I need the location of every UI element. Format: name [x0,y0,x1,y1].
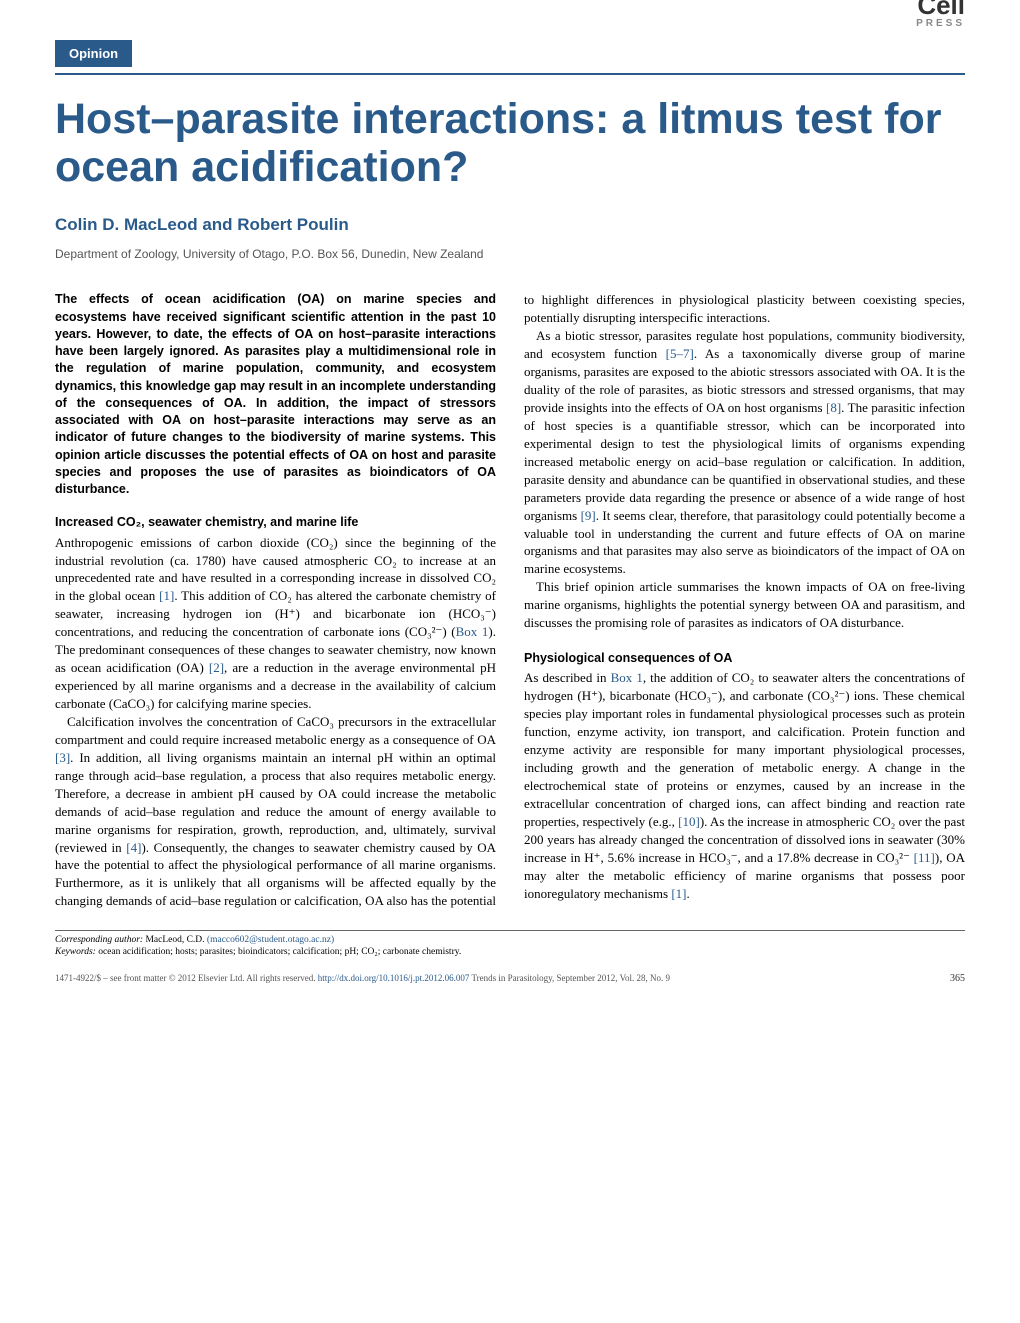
body-text: . [686,886,689,901]
citation-link[interactable]: [3] [55,750,70,765]
publisher-logo: Cell PRESS [916,0,965,29]
body-columns: The effects of ocean acidification (OA) … [55,291,965,910]
logo-main: Cell [917,0,965,20]
paragraph: Anthropogenic emissions of carbon dioxid… [55,534,496,713]
keywords-label: Keywords: [55,947,96,957]
body-text: . The parasitic infection of host specie… [524,400,965,523]
body-text: As described in [524,670,611,685]
corresp-email-link[interactable]: (macco602@student.otago.ac.nz) [207,935,334,945]
citation-link[interactable]: [4] [126,840,141,855]
header-rule [55,73,965,75]
corresp-name: MacLeod, C.D. [143,935,207,945]
corresp-label: Corresponding author: [55,935,143,945]
footer-bar: 1471-4922/$ – see front matter © 2012 El… [55,973,965,984]
box-link[interactable]: Box 1 [611,670,643,685]
section-heading-2: Physiological consequences of OA [524,650,965,667]
affiliation: Department of Zoology, University of Ota… [55,247,965,261]
body-text: Calcification involves the concentration… [55,714,496,747]
abstract: The effects of ocean acidification (OA) … [55,291,496,498]
section-heading-1: Increased CO₂, seawater chemistry, and m… [55,514,496,531]
article-title: Host–parasite interactions: a litmus tes… [55,95,965,191]
spacer [524,632,965,646]
header-row: Opinion Cell PRESS [55,40,965,73]
citation-link[interactable]: [1] [159,588,174,603]
keywords-text: ocean acidification; hosts; parasites; b… [96,947,461,957]
footnote-block: Corresponding author: MacLeod, C.D. (mac… [55,930,965,959]
category-badge: Opinion [55,40,132,67]
body-text: , the addition of CO₂ to seawater alters… [524,670,965,829]
copyright-line: 1471-4922/$ – see front matter © 2012 El… [55,973,670,984]
copyright-text: 1471-4922/$ – see front matter © 2012 El… [55,973,318,983]
page-number: 365 [950,973,965,984]
citation-text: Trends in Parasitology, September 2012, … [469,973,670,983]
cell-logo-text: Cell PRESS [916,0,965,29]
corresponding-author: Corresponding author: MacLeod, C.D. (mac… [55,935,965,947]
author-list: Colin D. MacLeod and Robert Poulin [55,215,965,235]
citation-link[interactable]: [5–7] [666,346,694,361]
doi-link[interactable]: http://dx.doi.org/10.1016/j.pt.2012.06.0… [318,973,470,983]
citation-link[interactable]: [2] [209,660,224,675]
citation-link[interactable]: [1] [671,886,686,901]
article-page: Opinion Cell PRESS Host–parasite interac… [0,0,1020,1014]
paragraph: As described in Box 1, the addition of C… [524,669,965,902]
citation-link[interactable]: [11] [914,850,935,865]
citation-link[interactable]: [8] [826,400,841,415]
box-link[interactable]: Box 1 [456,624,489,639]
citation-link[interactable]: [10] [678,814,700,829]
logo-sub: PRESS [916,18,965,29]
keywords-line: Keywords: ocean acidification; hosts; pa… [55,947,965,959]
citation-link[interactable]: [9] [581,508,596,523]
paragraph: As a biotic stressor, parasites regulate… [524,327,965,578]
paragraph: This brief opinion article summarises th… [524,578,965,632]
